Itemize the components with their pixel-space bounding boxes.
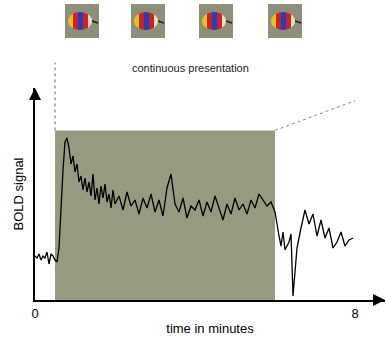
svg-text:0: 0: [31, 306, 38, 321]
svg-text:time in minutes: time in minutes: [166, 321, 254, 336]
svg-text:BOLD signal: BOLD signal: [11, 157, 26, 230]
svg-text:8: 8: [351, 306, 358, 321]
svg-text:continuous presentation: continuous presentation: [132, 62, 249, 74]
